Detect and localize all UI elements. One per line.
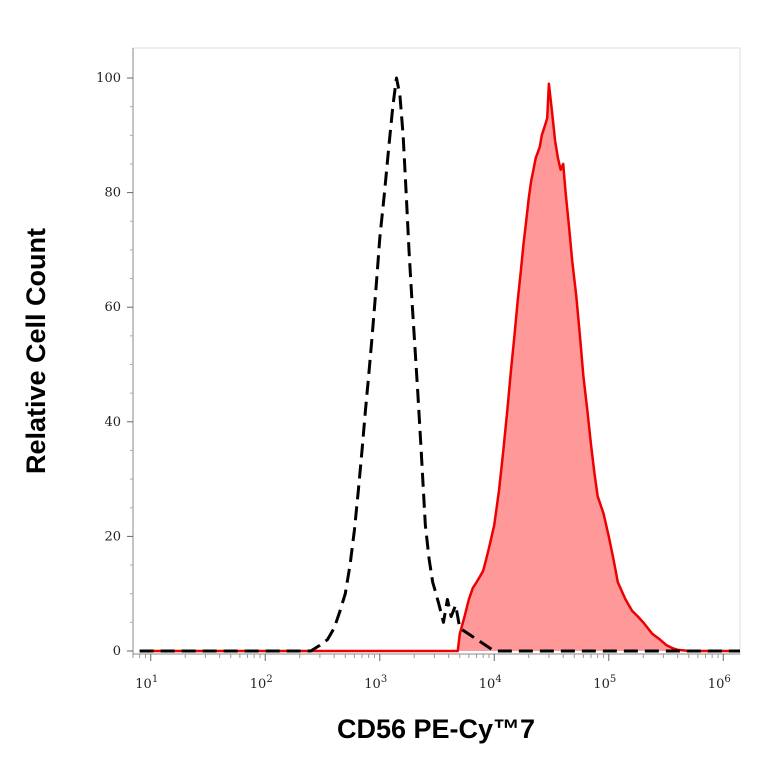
y-tick-label-100: 100 bbox=[96, 71, 121, 86]
series-1-line bbox=[139, 82, 740, 653]
x-tick-label-2: 102 bbox=[250, 674, 273, 692]
x-tick-label-1: 101 bbox=[135, 674, 158, 692]
y-tick-label-80: 80 bbox=[104, 186, 121, 201]
y-tick-label-40: 40 bbox=[104, 415, 121, 430]
x-tick-label-3: 103 bbox=[364, 674, 387, 692]
x-tick-label-5: 105 bbox=[593, 674, 616, 692]
x-tick-label-4: 104 bbox=[479, 674, 502, 692]
y-axis-title: Relative Cell Count bbox=[21, 228, 51, 474]
series-layer bbox=[139, 76, 740, 653]
x-tick-label-6: 106 bbox=[708, 674, 731, 692]
axis-layer: 0 20 40 60 80 100 101 102 103 104 105 106 bbox=[96, 48, 740, 692]
x-axis-title: CD56 PE-Cy™7 bbox=[337, 714, 535, 744]
y-tick-label-60: 60 bbox=[104, 300, 121, 315]
y-tick-label-0: 0 bbox=[113, 644, 121, 659]
series-0-line bbox=[139, 76, 740, 653]
y-tick-label-20: 20 bbox=[104, 529, 121, 544]
series-1-area bbox=[139, 83, 740, 652]
plot-frame bbox=[132, 47, 741, 655]
